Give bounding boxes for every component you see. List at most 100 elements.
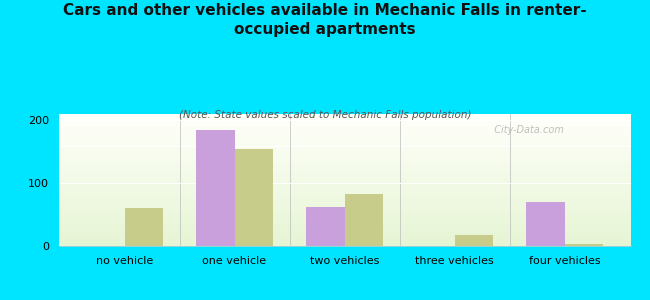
Bar xyxy=(58,193,630,194)
Bar xyxy=(58,138,630,139)
Bar xyxy=(58,228,630,229)
Bar xyxy=(58,239,630,240)
Bar xyxy=(58,191,630,192)
Bar xyxy=(58,222,630,223)
Bar xyxy=(58,154,630,155)
Bar xyxy=(58,246,630,247)
Bar xyxy=(58,166,630,167)
Bar xyxy=(58,188,630,189)
Bar xyxy=(58,148,630,149)
Bar xyxy=(58,243,630,244)
Bar xyxy=(58,122,630,123)
Bar xyxy=(58,137,630,138)
Bar xyxy=(58,134,630,135)
Bar xyxy=(58,170,630,171)
Bar xyxy=(58,207,630,208)
Bar xyxy=(58,145,630,146)
Bar xyxy=(58,160,630,161)
Bar xyxy=(58,140,630,141)
Bar xyxy=(58,205,630,206)
Bar xyxy=(58,220,630,221)
Bar xyxy=(58,174,630,175)
Bar xyxy=(58,194,630,195)
Bar xyxy=(58,219,630,220)
Bar xyxy=(58,200,630,201)
Bar xyxy=(58,162,630,163)
Bar xyxy=(58,167,630,168)
Bar xyxy=(58,195,630,196)
Bar xyxy=(58,151,630,152)
Bar xyxy=(58,114,630,115)
Bar xyxy=(58,216,630,217)
Bar xyxy=(58,165,630,166)
Bar xyxy=(58,127,630,128)
Bar xyxy=(58,231,630,232)
Bar xyxy=(58,196,630,197)
Bar xyxy=(58,242,630,243)
Legend: Mechanic Falls, Maine: Mechanic Falls, Maine xyxy=(249,296,440,300)
Bar xyxy=(58,189,630,190)
Bar xyxy=(58,128,630,129)
Bar xyxy=(58,181,630,182)
Bar xyxy=(58,135,630,136)
Bar xyxy=(58,147,630,148)
Bar xyxy=(58,217,630,218)
Bar xyxy=(58,184,630,185)
Bar xyxy=(58,153,630,154)
Bar xyxy=(58,126,630,127)
Bar xyxy=(58,179,630,180)
Bar xyxy=(58,187,630,188)
Bar xyxy=(58,132,630,133)
Bar xyxy=(564,244,603,246)
Bar xyxy=(58,157,630,158)
Bar xyxy=(58,129,630,130)
Bar xyxy=(58,236,630,237)
Bar xyxy=(58,233,630,234)
Bar xyxy=(58,244,630,245)
Bar xyxy=(58,203,630,204)
Bar xyxy=(58,221,630,222)
Bar xyxy=(58,158,630,159)
Bar xyxy=(58,116,630,117)
Bar xyxy=(58,218,630,219)
Bar xyxy=(58,241,630,242)
Bar xyxy=(58,237,630,238)
Bar xyxy=(454,235,493,246)
Bar xyxy=(58,171,630,172)
Bar xyxy=(58,190,630,191)
Bar xyxy=(306,207,344,246)
Bar xyxy=(58,159,630,160)
Bar xyxy=(58,117,630,118)
Bar xyxy=(58,201,630,202)
Bar xyxy=(58,232,630,233)
Bar xyxy=(58,169,630,170)
Bar xyxy=(526,202,564,246)
Bar xyxy=(58,183,630,184)
Bar xyxy=(58,226,630,227)
Bar xyxy=(58,131,630,132)
Bar xyxy=(58,227,630,228)
Bar xyxy=(58,133,630,134)
Bar xyxy=(58,204,630,205)
Bar xyxy=(344,194,383,246)
Bar xyxy=(58,180,630,181)
Bar xyxy=(58,213,630,214)
Text: Cars and other vehicles available in Mechanic Falls in renter-
occupied apartmen: Cars and other vehicles available in Mec… xyxy=(63,3,587,37)
Bar xyxy=(58,185,630,186)
Bar xyxy=(58,206,630,207)
Bar xyxy=(58,202,630,203)
Bar xyxy=(58,234,630,235)
Bar xyxy=(58,186,630,187)
Bar xyxy=(58,172,630,173)
Bar xyxy=(58,198,630,199)
Bar xyxy=(58,173,630,174)
Bar xyxy=(235,148,273,246)
Bar xyxy=(58,118,630,119)
Bar xyxy=(58,125,630,126)
Bar xyxy=(58,209,630,210)
Bar xyxy=(58,197,630,198)
Bar xyxy=(58,176,630,177)
Bar xyxy=(58,149,630,150)
Bar xyxy=(125,208,163,246)
Bar xyxy=(58,210,630,211)
